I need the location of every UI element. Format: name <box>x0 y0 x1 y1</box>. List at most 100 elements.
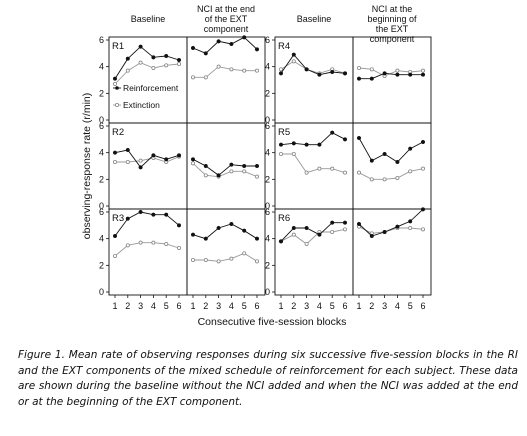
extinction-point <box>216 259 221 264</box>
reinforcement-point <box>382 229 387 235</box>
reinforcement-point <box>369 158 374 163</box>
y-tick-label: 4 <box>99 62 104 72</box>
x-tick-label: 1 <box>112 301 117 311</box>
x-tick-label: 5 <box>408 301 413 311</box>
extinction-point <box>254 68 259 73</box>
y-tick-label: 2 <box>265 174 270 184</box>
x-tick-label: 4 <box>317 301 322 311</box>
reinforcement-point <box>420 139 426 145</box>
extinction-point <box>242 169 247 174</box>
y-tick-label: 4 <box>265 234 270 244</box>
panel-frame <box>352 208 432 296</box>
reinforcement-point <box>330 130 335 135</box>
x-tick-label: 1 <box>356 301 361 311</box>
reinforcement-point <box>254 163 260 169</box>
reinforcement-point <box>112 150 118 155</box>
legend-extinction-marker <box>115 103 120 108</box>
y-tick-label: 6 <box>265 35 270 45</box>
extinction-point <box>356 66 361 71</box>
extinction-point <box>176 62 181 67</box>
extinction-point <box>138 60 143 65</box>
extinction-point <box>304 170 309 175</box>
reinforcement-point <box>342 137 348 142</box>
reinforcement-point <box>216 173 221 178</box>
reinforcement-point <box>164 53 169 59</box>
extinction-point <box>420 227 425 232</box>
reinforcement-point <box>242 228 247 233</box>
extinction-line <box>281 153 346 174</box>
y-tick-label: 6 <box>99 35 104 45</box>
reinforcement-point <box>138 165 143 170</box>
reinforcement-point <box>229 162 234 167</box>
x-tick-label: 2 <box>125 301 130 311</box>
reinforcement-point <box>342 220 348 225</box>
reinforcement-point <box>190 232 196 237</box>
reinforcement-point <box>138 209 143 215</box>
reinforcement-point <box>278 142 284 147</box>
extinction-point <box>203 75 208 80</box>
y-tick-label: 0 <box>99 201 104 211</box>
extinction-point <box>278 151 283 156</box>
x-tick-label: 3 <box>216 301 221 311</box>
extinction-point <box>342 227 347 232</box>
extinction-point <box>113 82 118 87</box>
reinforcement-point <box>176 223 182 228</box>
reinforcement-point <box>203 51 208 56</box>
y-tick-label: 2 <box>99 260 104 270</box>
reinforcement-point <box>382 151 387 157</box>
reinforcement-point <box>304 142 309 147</box>
extinction-point <box>125 68 130 73</box>
extinction-point <box>395 175 400 180</box>
reinforcement-point <box>369 233 374 239</box>
y-tick-label: 6 <box>265 207 270 217</box>
x-tick-label: 1 <box>190 301 195 311</box>
reinforcement-point <box>291 141 296 146</box>
reinforcement-point <box>330 220 335 225</box>
reinforcement-point <box>330 69 335 75</box>
y-tick-label: 2 <box>99 174 104 184</box>
extinction-point <box>138 240 143 245</box>
x-tick-label: 2 <box>369 301 374 311</box>
panel-frame <box>352 122 432 210</box>
extinction-point <box>113 253 118 258</box>
reinforcement-point <box>242 35 247 40</box>
extinction-point <box>164 241 169 246</box>
extinction-line <box>192 162 258 178</box>
reinforcement-point <box>190 45 196 51</box>
reinforcement-point <box>408 72 413 77</box>
extinction-point <box>254 174 259 179</box>
x-tick-label: 4 <box>395 301 400 311</box>
x-tick-label: 6 <box>254 301 259 311</box>
reinforcement-point <box>356 135 362 141</box>
reinforcement-point <box>420 72 426 77</box>
y-tick-label: 2 <box>99 88 104 98</box>
extinction-point <box>203 257 208 262</box>
x-tick-label: 6 <box>342 301 347 311</box>
reinforcement-line <box>280 132 346 146</box>
extinction-point <box>176 245 181 250</box>
y-axis-label: observing-response rate (r/min) <box>81 93 93 239</box>
y-tick-label: 4 <box>99 234 104 244</box>
reinforcement-line <box>280 53 346 76</box>
reinforcement-point <box>138 44 143 49</box>
x-tick-label: 6 <box>176 301 181 311</box>
reinforcement-line <box>192 36 258 54</box>
figure-caption: Figure 1. Mean rate of observing respons… <box>18 349 518 408</box>
extinction-point <box>304 241 309 246</box>
reinforcement-point <box>112 76 118 81</box>
extinction-point <box>125 159 130 164</box>
extinction-line <box>193 66 257 78</box>
extinction-point <box>420 166 425 171</box>
extinction-line <box>358 67 424 77</box>
subject-label: R3 <box>112 213 124 224</box>
x-tick-label: 4 <box>229 301 234 311</box>
extinction-point <box>125 243 130 248</box>
x-tick-label: 2 <box>203 301 208 311</box>
reinforcement-point <box>125 147 130 153</box>
extinction-point <box>254 259 259 264</box>
extinction-point <box>113 159 118 164</box>
reinforcement-point <box>164 157 169 162</box>
extinction-line <box>114 242 180 257</box>
reinforcement-point <box>395 159 400 165</box>
x-tick-label: 3 <box>138 301 143 311</box>
